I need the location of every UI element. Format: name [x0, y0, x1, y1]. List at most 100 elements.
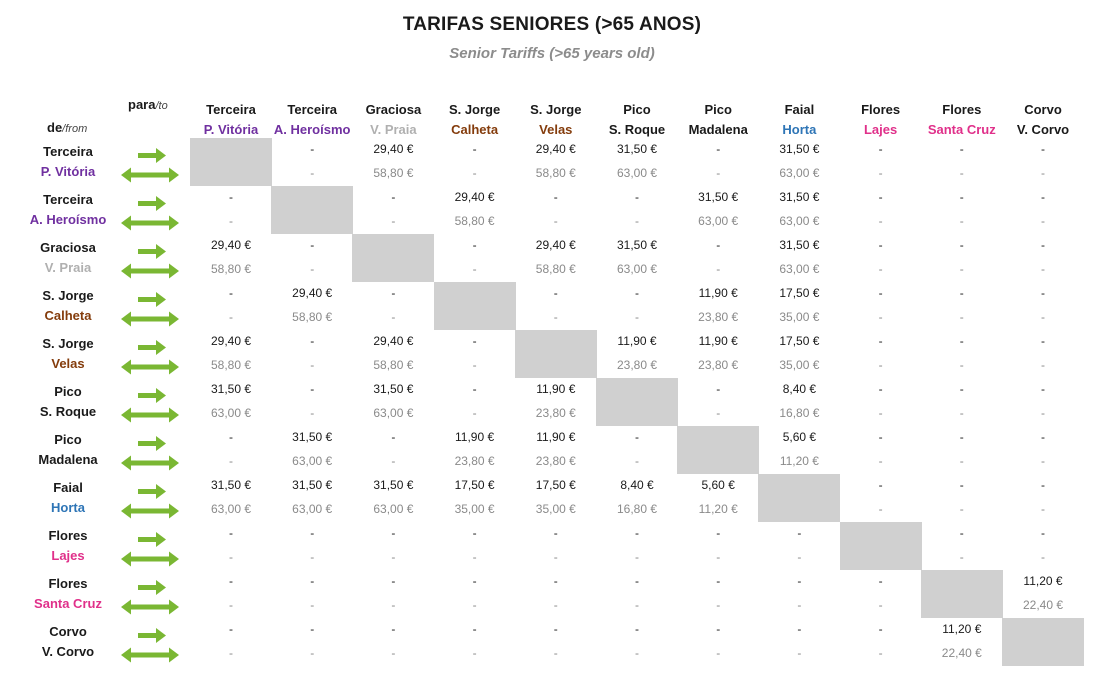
one-way-fare: - — [229, 190, 233, 204]
column-header-place: Santa Cruz — [927, 122, 996, 137]
row-header-island: Graciosa — [40, 240, 96, 255]
one-way-fare: 29,40 € — [373, 142, 414, 156]
return-fare: - — [716, 166, 721, 180]
fare-cell: 17,50 € 35,00 € — [515, 474, 597, 522]
one-way-fare: 8,40 € — [620, 478, 654, 492]
one-way-and-return-arrows-icon — [118, 522, 184, 570]
diagonal-cell — [352, 234, 435, 282]
column-header-place: A. Heroísmo — [273, 122, 351, 137]
fare-cell: 31,50 € 63,00 € — [190, 378, 272, 426]
return-fare: - — [1041, 214, 1045, 228]
column-header: Corvo V. Corvo — [1002, 100, 1084, 140]
fare-cell: -- — [758, 570, 840, 618]
column-header: Terceira A. Heroísmo — [271, 100, 353, 140]
one-way-fare: - — [878, 622, 883, 636]
return-fare: - — [959, 358, 964, 372]
row-header-place: Calheta — [44, 308, 92, 323]
return-fare: - — [959, 502, 964, 516]
one-way-fare: 11,20 € — [942, 622, 982, 636]
diagonal-cell — [1002, 618, 1084, 666]
one-way-fare: 11,90 € — [698, 334, 738, 348]
one-way-fare: - — [959, 286, 964, 300]
column-header-place: Madalena — [688, 122, 748, 137]
one-way-fare: - — [553, 526, 558, 540]
fare-cell: -- — [515, 186, 597, 234]
return-fare: 35,00 € — [535, 502, 576, 516]
return-fare: 63,00 € — [292, 454, 333, 468]
return-fare: - — [635, 646, 639, 660]
one-way-fare: 17,50 € — [779, 334, 820, 348]
one-way-fare: - — [553, 574, 558, 588]
row-header: Corvo V. Corvo — [18, 622, 118, 662]
from-header: de/from — [47, 120, 87, 135]
return-fare: - — [310, 550, 315, 564]
fare-cell: 31,50 € 63,00 € — [271, 426, 353, 474]
return-fare: - — [878, 310, 883, 324]
diagonal-cell — [433, 282, 516, 330]
one-way-fare: 29,40 € — [535, 142, 576, 156]
fare-cell: -- — [840, 426, 922, 474]
one-way-and-return-arrows-icon — [118, 330, 184, 378]
fare-cell: 29,40 € 58,80 € — [515, 138, 597, 186]
fare-cell: -- — [677, 234, 759, 282]
column-header-place: P. Vitória — [203, 122, 259, 137]
row-header-place: P. Vitória — [40, 164, 96, 179]
column-header: Pico S. Roque — [596, 100, 678, 140]
fare-cell: -- — [1002, 426, 1084, 474]
fare-cell: -- — [921, 282, 1003, 330]
return-fare: - — [1041, 502, 1045, 516]
return-fare: - — [310, 598, 315, 612]
diagonal-cell — [271, 186, 354, 234]
row-header-island: Pico — [54, 384, 82, 399]
fare-cell: -- — [840, 618, 922, 666]
one-way-fare: - — [635, 190, 639, 204]
one-way-fare: - — [310, 142, 315, 156]
one-way-fare: 17,50 € — [454, 478, 495, 492]
one-way-fare: - — [1041, 478, 1045, 492]
return-fare: 58,80 € — [535, 166, 576, 180]
return-fare: - — [391, 214, 396, 228]
one-way-fare: 29,40 € — [373, 334, 414, 348]
one-way-fare: - — [716, 622, 721, 636]
fare-cell: -- — [677, 378, 759, 426]
row-header-island: S. Jorge — [42, 288, 94, 303]
one-way-fare: - — [229, 622, 233, 636]
one-way-fare: - — [716, 526, 721, 540]
row-header: Terceira A. Heroísmo — [18, 190, 118, 230]
fare-cell: -- — [840, 474, 922, 522]
fare-cell: -- — [596, 426, 678, 474]
one-way-fare: - — [878, 382, 883, 396]
one-way-fare: - — [716, 238, 721, 252]
one-way-fare: - — [553, 286, 558, 300]
return-fare: - — [716, 598, 721, 612]
one-way-and-return-arrows-icon — [118, 378, 184, 426]
one-way-fare: - — [959, 430, 964, 444]
row-header-place: V. Corvo — [41, 644, 95, 659]
return-fare: 63,00 € — [373, 502, 414, 516]
row-header: Pico S. Roque — [18, 382, 118, 422]
return-fare: - — [553, 214, 558, 228]
one-way-fare: - — [878, 286, 883, 300]
one-way-fare: - — [959, 526, 964, 540]
fare-cell: -- — [434, 330, 516, 378]
fare-cell: -- — [515, 282, 597, 330]
return-fare: - — [229, 646, 233, 660]
fare-cell: 31,50 € 63,00 € — [758, 186, 840, 234]
fare-cell: -- — [434, 522, 516, 570]
return-fare: 11,20 € — [698, 502, 738, 516]
row-header-place: Lajes — [51, 548, 85, 563]
column-header-island: Pico — [623, 102, 651, 117]
fare-cell: 11,90 € 23,80 € — [434, 426, 516, 474]
one-way-fare: - — [635, 526, 639, 540]
column-header-island: Terceira — [206, 102, 256, 117]
return-fare: - — [1041, 310, 1045, 324]
fare-cell: -- — [921, 330, 1003, 378]
one-way-fare: - — [553, 190, 558, 204]
return-fare: - — [472, 166, 477, 180]
return-fare: - — [229, 454, 233, 468]
one-way-fare: - — [472, 526, 477, 540]
fare-cell: -- — [352, 282, 434, 330]
fare-cell: 29,40 € 58,80 € — [352, 138, 434, 186]
fare-cell: -- — [271, 522, 353, 570]
return-fare: - — [1041, 406, 1045, 420]
